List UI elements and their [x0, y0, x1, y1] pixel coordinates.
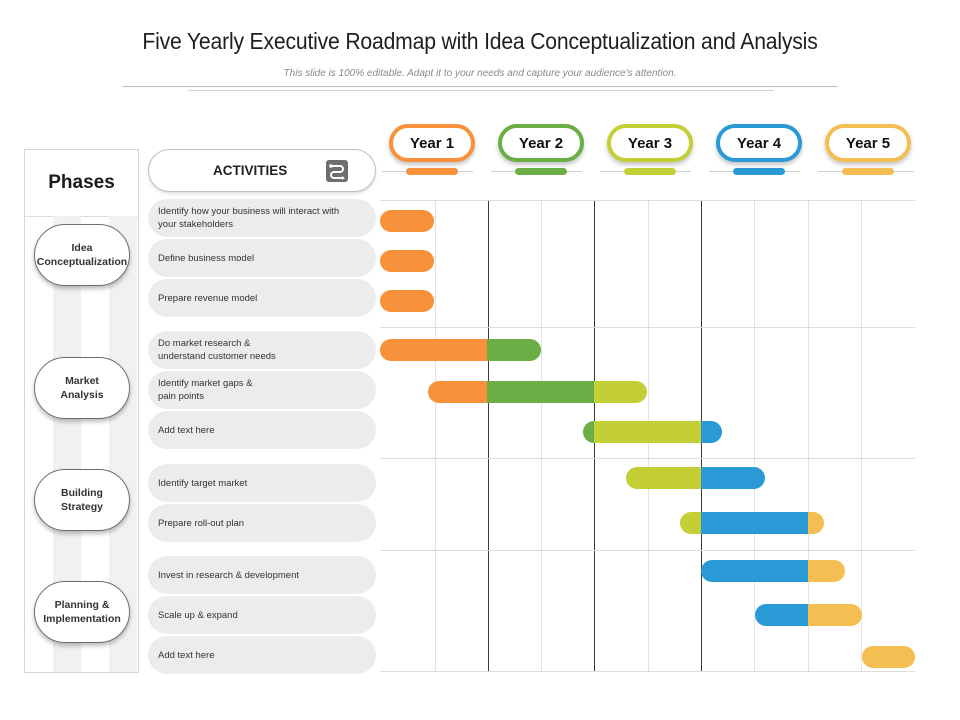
- gantt-bar[interactable]: [380, 339, 541, 361]
- activity-item[interactable]: Scale up & expand: [148, 596, 376, 634]
- year-4-pill[interactable]: Year 4: [716, 124, 802, 162]
- gantt-grid: [380, 200, 915, 672]
- gantt-bar[interactable]: [679, 512, 825, 534]
- grid-row-line: [380, 671, 915, 672]
- gantt-bar-segment: [486, 381, 595, 403]
- activity-item[interactable]: Identify how your business will interact…: [148, 199, 376, 237]
- year-2-marker: [515, 168, 567, 175]
- gantt-bar[interactable]: [380, 210, 434, 232]
- gantt-bar-segment: [380, 210, 434, 232]
- gantt-bar-segment: [626, 467, 702, 489]
- activity-item[interactable]: Define business model: [148, 239, 376, 277]
- phase-idea-conceptualization[interactable]: Idea Conceptualization: [34, 224, 130, 286]
- grid-line: [861, 200, 862, 672]
- gantt-bar-segment: [380, 250, 434, 272]
- page-title: Five Yearly Executive Roadmap with Idea …: [142, 28, 818, 54]
- activity-item[interactable]: Do market research & understand customer…: [148, 331, 376, 369]
- gantt-bar[interactable]: [701, 560, 846, 582]
- gantt-bar[interactable]: [583, 421, 723, 443]
- activities-header: ACTIVITIES: [148, 149, 376, 192]
- page-subtitle: This slide is 100% editable. Adapt it to…: [283, 68, 677, 79]
- activity-item[interactable]: Identify target market: [148, 464, 376, 502]
- year-2-pill[interactable]: Year 2: [498, 124, 584, 162]
- gantt-bar[interactable]: [754, 604, 862, 626]
- grid-line: [754, 200, 755, 672]
- grid-line: [541, 200, 542, 672]
- gantt-bar-segment: [487, 339, 541, 361]
- gantt-bar-segment: [700, 467, 766, 489]
- activity-item[interactable]: Invest in research & development: [148, 556, 376, 594]
- gantt-bar-segment: [808, 604, 862, 626]
- gantt-bar[interactable]: [428, 381, 648, 403]
- gantt-bar[interactable]: [626, 467, 766, 489]
- year-1-marker: [406, 168, 458, 175]
- activity-item[interactable]: Add text here: [148, 636, 376, 674]
- year-divider: [488, 200, 489, 672]
- year-4-marker: [733, 168, 785, 175]
- gantt-bar-segment: [808, 560, 846, 582]
- gantt-bar[interactable]: [380, 290, 434, 312]
- phase-separator: [380, 327, 915, 328]
- gantt-bar[interactable]: [380, 250, 434, 272]
- year-3-marker: [624, 168, 676, 175]
- phase-separator: [380, 550, 915, 551]
- gantt-bar-segment: [861, 646, 915, 668]
- grid-row-line: [380, 200, 915, 201]
- gantt-bar-segment: [807, 512, 825, 534]
- gantt-bar-segment: [754, 604, 809, 626]
- phases-heading: Phases: [25, 150, 138, 217]
- gantt-bar-segment: [700, 512, 809, 534]
- grid-line: [435, 200, 436, 672]
- activity-item[interactable]: Prepare revenue model: [148, 279, 376, 317]
- title-divider-secondary: [188, 90, 774, 91]
- year-1-pill[interactable]: Year 1: [389, 124, 475, 162]
- phase-separator: [380, 458, 915, 459]
- year-3-pill[interactable]: Year 3: [607, 124, 693, 162]
- activities-heading: ACTIVITIES: [213, 163, 288, 178]
- title-divider: [122, 86, 838, 87]
- grid-line: [808, 200, 809, 672]
- gantt-bar-segment: [679, 512, 702, 534]
- activity-item[interactable]: Identify market gaps & pain points: [148, 371, 376, 409]
- gantt-bar[interactable]: [861, 646, 915, 668]
- gantt-bar-segment: [380, 290, 434, 312]
- gantt-bar-segment: [583, 421, 595, 443]
- gantt-bar-segment: [701, 560, 809, 582]
- gantt-bar-segment: [700, 421, 723, 443]
- phase-planning-implementation[interactable]: Planning & Implementation: [34, 581, 130, 643]
- gantt-bar-segment: [380, 339, 488, 361]
- phase-market-analysis[interactable]: Market Analysis: [34, 357, 130, 419]
- phase-building-strategy[interactable]: Building Strategy: [34, 469, 130, 531]
- year-5-pill[interactable]: Year 5: [825, 124, 911, 162]
- gantt-bar-segment: [428, 381, 488, 403]
- year-5-marker: [842, 168, 894, 175]
- gantt-bar-segment: [593, 421, 702, 443]
- roadmap-icon: [326, 160, 348, 182]
- activity-item[interactable]: Prepare roll-out plan: [148, 504, 376, 542]
- gantt-bar-segment: [593, 381, 648, 403]
- activity-item[interactable]: Add text here: [148, 411, 376, 449]
